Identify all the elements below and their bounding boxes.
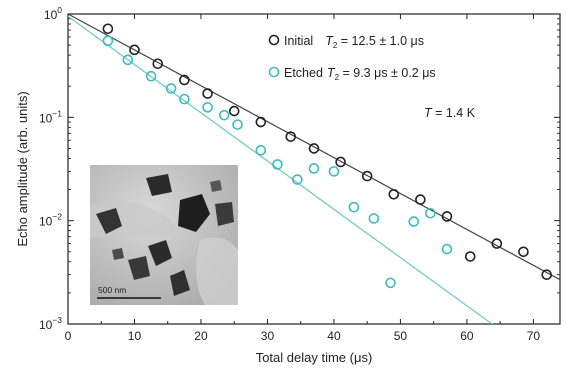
x-tick-label: 70 <box>527 329 541 343</box>
data-point-etched <box>232 119 243 130</box>
data-point-etched <box>102 35 114 47</box>
data-point-initial <box>464 251 476 262</box>
data-point-initial <box>361 170 373 182</box>
data-point-etched <box>255 144 267 156</box>
data-point-initial <box>129 44 140 56</box>
data-point-etched <box>368 213 380 224</box>
data-point-etched <box>441 243 453 255</box>
x-axis-title: Total delay time (μs) <box>256 350 373 365</box>
legend-marker-initial <box>268 34 280 46</box>
x-axis-ticks: 0 10 20 30 40 50 60 70 <box>65 14 541 343</box>
scale-bar-label: 500 nm <box>98 285 126 295</box>
data-point-etched <box>165 83 177 94</box>
y-axis-ticks: 10−3 10−2 10−1 100 <box>39 5 560 332</box>
data-point-initial <box>152 58 164 70</box>
data-point-etched <box>308 163 320 174</box>
legend-marker-etched <box>268 66 280 78</box>
fit-lines <box>68 14 560 324</box>
x-tick-label: 30 <box>261 329 275 343</box>
x-tick-label: 40 <box>327 329 341 343</box>
data-point-initial <box>102 23 114 35</box>
data-point-etched <box>122 54 134 66</box>
data-point-initial <box>335 156 346 168</box>
x-tick-label: 50 <box>394 329 408 343</box>
data-point-etched <box>385 277 396 289</box>
y-tick-label: 10−1 <box>39 108 62 125</box>
x-tick-label: 20 <box>194 329 208 343</box>
data-point-etched <box>408 216 420 227</box>
data-point-etched <box>202 102 213 113</box>
data-point-etched <box>292 174 303 185</box>
data-point-etched <box>179 93 190 105</box>
data-point-initial <box>518 246 529 258</box>
data-points <box>102 23 553 289</box>
y-axis-title: Echo amplitude (arb. units) <box>15 91 30 246</box>
temperature-annotation: T = 1.4 K <box>424 106 476 120</box>
plot-frame <box>67 13 561 325</box>
x-tick-label: 0 <box>65 329 72 343</box>
data-point-initial <box>179 74 190 86</box>
data-point-initial <box>541 269 553 280</box>
legend-label-initial: Initial T2 = 12.5 ± 1.0 μs <box>284 34 424 50</box>
legend-label-etched: Etched T2 = 9.3 μs ± 0.2 μs <box>284 66 436 82</box>
data-point-initial <box>255 116 267 128</box>
x-tick-label: 60 <box>460 329 474 343</box>
data-point-etched <box>425 207 436 219</box>
data-point-etched <box>218 109 230 121</box>
fit-line-etched <box>68 15 493 324</box>
y-tick-label: 10−2 <box>39 212 62 229</box>
sem-inset-image: 500 nm <box>90 165 238 305</box>
data-point-etched <box>272 159 283 170</box>
data-point-initial <box>415 194 426 205</box>
y-tick-label: 10−3 <box>39 315 62 332</box>
data-point-etched <box>328 166 340 177</box>
data-point-etched <box>145 70 157 82</box>
y-tick-label: 100 <box>44 5 62 22</box>
data-point-initial <box>228 105 240 117</box>
fit-line-initial <box>68 14 560 281</box>
data-point-initial <box>202 88 213 99</box>
data-point-initial <box>491 238 503 249</box>
data-point-etched <box>348 201 360 213</box>
data-point-initial <box>441 211 453 222</box>
legend: Initial T2 = 12.5 ± 1.0 μs Etched T2 = 9.3… <box>268 34 436 82</box>
data-point-initial <box>285 131 297 142</box>
data-point-initial <box>308 143 320 154</box>
data-point-initial <box>388 188 400 200</box>
x-tick-label: 10 <box>128 329 142 343</box>
